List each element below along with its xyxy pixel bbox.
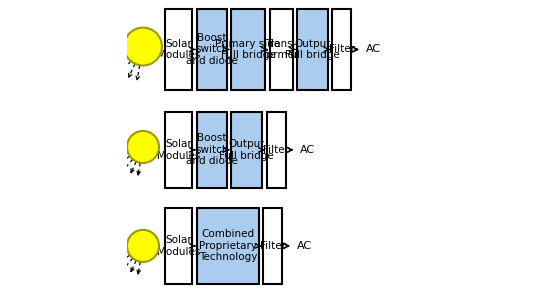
- Bar: [297, 9, 328, 90]
- Circle shape: [124, 28, 162, 65]
- Bar: [165, 208, 192, 284]
- Text: Trans-
former: Trans- former: [264, 39, 299, 60]
- Bar: [231, 112, 262, 188]
- Text: Output
Full bridge: Output Full bridge: [219, 139, 274, 161]
- Circle shape: [127, 230, 159, 262]
- Text: Filter: Filter: [263, 145, 289, 155]
- Circle shape: [127, 131, 159, 163]
- Text: Primary side
Full bridge: Primary side Full bridge: [215, 39, 281, 60]
- Text: Filter: Filter: [329, 45, 355, 54]
- Text: Combined
Proprietary
Technology: Combined Proprietary Technology: [199, 229, 257, 262]
- Bar: [197, 208, 258, 284]
- Text: Solar
Modules: Solar Modules: [157, 139, 201, 161]
- Bar: [197, 112, 227, 188]
- Text: Output
Full bridge: Output Full bridge: [285, 39, 340, 60]
- Text: Solar
Modules: Solar Modules: [157, 235, 201, 257]
- Bar: [270, 9, 293, 90]
- Bar: [197, 9, 227, 90]
- Bar: [165, 112, 192, 188]
- Bar: [231, 9, 265, 90]
- Bar: [267, 112, 286, 188]
- Bar: [165, 9, 192, 90]
- Bar: [332, 9, 351, 90]
- Text: AC: AC: [300, 145, 315, 155]
- Bar: [263, 208, 282, 284]
- Text: Boost
switch
and diode: Boost switch and diode: [186, 133, 238, 166]
- Text: AC: AC: [366, 45, 381, 54]
- Text: Boost
switch
and diode: Boost switch and diode: [186, 33, 238, 66]
- Text: Solar
Modules: Solar Modules: [157, 39, 201, 60]
- Text: Filter: Filter: [259, 241, 286, 251]
- Text: AC: AC: [296, 241, 312, 251]
